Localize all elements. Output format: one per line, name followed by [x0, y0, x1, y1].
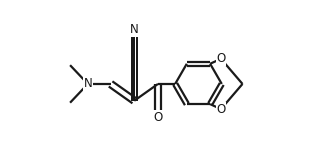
- Text: N: N: [130, 23, 139, 36]
- Text: O: O: [216, 103, 226, 115]
- Text: N: N: [84, 77, 92, 90]
- Text: O: O: [154, 111, 163, 124]
- Text: O: O: [216, 52, 226, 65]
